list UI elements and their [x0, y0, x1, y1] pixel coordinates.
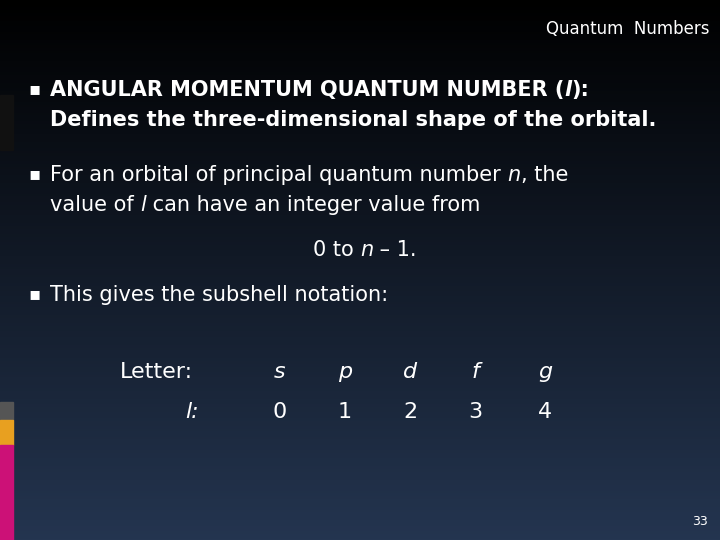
Text: 0: 0	[273, 402, 287, 422]
Text: f: f	[471, 362, 479, 382]
Bar	[0, 420, 13, 445]
Text: p: p	[338, 362, 352, 382]
Text: n: n	[360, 240, 373, 260]
Text: can have an integer value from: can have an integer value from	[146, 195, 480, 215]
Text: ANGULAR MOMENTUM QUANTUM NUMBER (: ANGULAR MOMENTUM QUANTUM NUMBER (	[50, 80, 564, 100]
Text: 0 to: 0 to	[312, 240, 360, 260]
Text: ▪: ▪	[28, 80, 40, 98]
Text: ▪: ▪	[28, 165, 40, 183]
Text: Quantum  Numbers: Quantum Numbers	[546, 20, 710, 38]
Text: l: l	[564, 80, 572, 100]
Text: , the: , the	[521, 165, 568, 185]
Text: For an orbital of principal quantum number: For an orbital of principal quantum numb…	[50, 165, 508, 185]
Text: 1: 1	[338, 402, 352, 422]
Text: 2: 2	[403, 402, 417, 422]
Text: Letter:: Letter:	[120, 362, 193, 382]
Text: This gives the subshell notation:: This gives the subshell notation:	[50, 285, 388, 305]
Bar	[0, 95, 13, 150]
Text: ):: ):	[572, 80, 590, 100]
Text: 33: 33	[692, 515, 708, 528]
Text: n: n	[508, 165, 521, 185]
Text: – 1.: – 1.	[373, 240, 417, 260]
Text: g: g	[538, 362, 552, 382]
Bar	[0, 445, 13, 540]
Text: s: s	[274, 362, 286, 382]
Text: 4: 4	[538, 402, 552, 422]
Text: value of: value of	[50, 195, 140, 215]
Text: Defines the three-dimensional shape of the orbital.: Defines the three-dimensional shape of t…	[50, 110, 657, 130]
Text: 3: 3	[468, 402, 482, 422]
Text: l: l	[140, 195, 146, 215]
Bar	[0, 402, 13, 420]
Text: ▪: ▪	[28, 285, 40, 303]
Text: l:: l:	[185, 402, 199, 422]
Text: d: d	[403, 362, 417, 382]
